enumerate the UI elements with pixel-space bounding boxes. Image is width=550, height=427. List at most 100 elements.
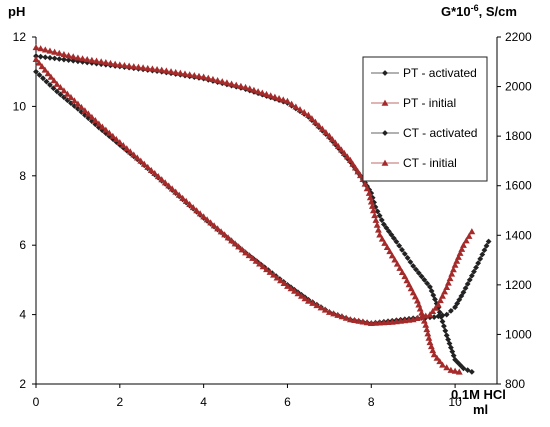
series-point (346, 156, 354, 163)
series-point (301, 295, 309, 302)
series-point (42, 54, 49, 61)
series-point (321, 306, 329, 313)
series-point (456, 249, 464, 256)
series-point (200, 213, 208, 220)
series-point (407, 285, 415, 292)
series-point (256, 260, 263, 267)
series-point (442, 327, 449, 334)
series-point (112, 135, 120, 142)
series-point (64, 97, 71, 104)
series-point (411, 293, 419, 300)
legend-label: CT - activated (403, 126, 477, 140)
series-point (308, 115, 316, 122)
series-point (231, 240, 239, 247)
series-point (418, 309, 425, 316)
series-point (337, 146, 345, 153)
series-point (102, 126, 110, 133)
series-point (172, 188, 180, 195)
left-tick-label: 4 (19, 308, 26, 322)
series-point (365, 189, 373, 196)
series-point (214, 76, 222, 84)
series-point (325, 132, 333, 139)
series-point (396, 242, 403, 249)
series-point (175, 191, 183, 198)
series-point (125, 62, 133, 69)
series-point (267, 92, 275, 99)
series-point (385, 228, 392, 235)
series-point (51, 55, 58, 62)
series-point (151, 169, 159, 177)
series-point (479, 251, 486, 258)
series-point (165, 182, 173, 189)
series-point (41, 46, 49, 53)
series-point (450, 266, 457, 273)
series-point (74, 100, 82, 107)
series-point (429, 307, 437, 315)
series-point (75, 105, 81, 112)
series-point (65, 57, 72, 64)
series-point (123, 145, 131, 152)
right-axis-title-exponent: -6 (471, 3, 479, 13)
series-point (334, 142, 342, 150)
series-point (43, 78, 50, 85)
series-point (431, 314, 438, 320)
series-point (426, 338, 434, 346)
series-point (266, 268, 274, 275)
series-point (340, 149, 348, 156)
x-tick-label: 8 (368, 395, 375, 409)
series-point (78, 103, 85, 110)
series-point (300, 108, 308, 116)
legend-label: PT - activated (403, 66, 477, 80)
series-point (391, 235, 397, 242)
right-tick-label: 2000 (505, 80, 532, 94)
series-point (318, 125, 326, 132)
series-point (351, 316, 358, 324)
series-point (443, 311, 450, 318)
series-point (454, 300, 461, 307)
series-point (284, 282, 291, 289)
series-point (250, 86, 258, 93)
series-point (420, 317, 428, 324)
series-point (468, 368, 475, 375)
series-point (430, 292, 437, 299)
series-point (481, 247, 488, 254)
series-point (298, 292, 305, 299)
series-point (432, 304, 439, 311)
series-point (85, 115, 92, 122)
series-point (33, 68, 39, 75)
series-point (32, 55, 40, 63)
series-point (309, 299, 316, 306)
series-point (424, 280, 431, 287)
series-point (439, 292, 446, 299)
series-point (317, 304, 325, 311)
series-point (349, 160, 357, 167)
series-point (270, 271, 277, 278)
series-point (409, 289, 417, 296)
series-point (102, 59, 110, 66)
series-point (451, 367, 459, 374)
legend-marker (382, 130, 388, 136)
series-point (37, 45, 45, 52)
series-point (224, 234, 232, 241)
series-point (144, 163, 152, 170)
series-point (47, 82, 53, 88)
series-point (291, 287, 298, 294)
series-point (477, 255, 484, 262)
series-point (36, 72, 43, 78)
legend-marker (382, 70, 388, 76)
right-tick-label: 800 (505, 377, 525, 391)
series-point (334, 311, 342, 318)
x-tick-label: 10 (448, 395, 462, 409)
x-tick-label: 6 (284, 395, 291, 409)
series-point (168, 185, 176, 192)
legend-marker (381, 99, 389, 106)
right-axis-title-unit: , S/cm (479, 4, 517, 19)
series-point (460, 365, 467, 372)
series-point (95, 120, 103, 127)
left-tick-label: 6 (19, 238, 26, 252)
series-point (235, 243, 242, 250)
series-point (37, 53, 44, 60)
series-point (263, 90, 270, 97)
series-point (53, 80, 61, 87)
series-point (439, 361, 446, 368)
